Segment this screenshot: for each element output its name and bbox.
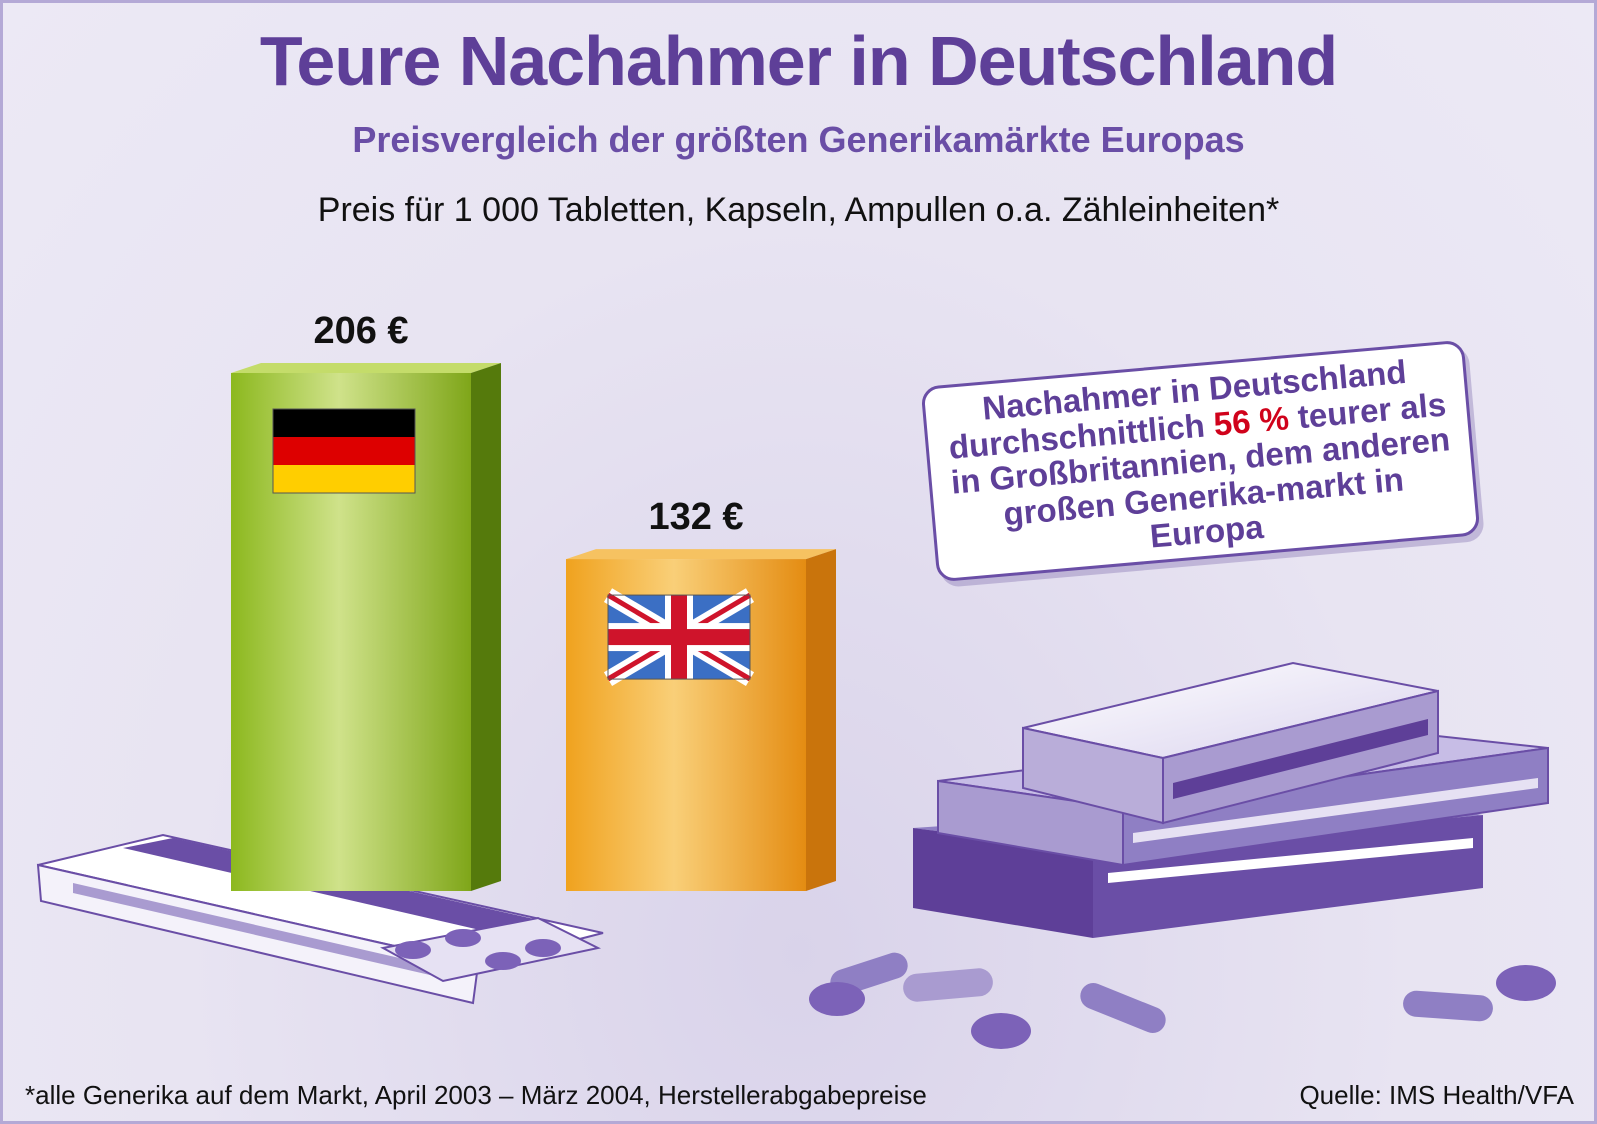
bar-deutschland: 206 € [231, 310, 501, 891]
unit-note: Preis für 1 000 Tabletten, Kapseln, Ampu… [317, 191, 1280, 229]
bar-großbritannien: 132 € [566, 496, 836, 891]
value-label: 206 € [313, 310, 408, 352]
pills-icon [809, 952, 1556, 1049]
chart-title: Teure Nachahmer in Deutschland [259, 22, 1338, 100]
bar-chart: 206 € 132 € [36, 310, 1556, 1049]
callout-text: Nachahmer in Deutschland durchschnittlic… [947, 352, 1452, 556]
value-label: 132 € [648, 496, 743, 538]
footnote: *alle Generika auf dem Markt, April 2003… [25, 1080, 927, 1110]
medicine-boxes-icon [913, 661, 1549, 938]
chart-subtitle: Preisvergleich der größten Generikamärkt… [352, 119, 1245, 160]
uk-flag-icon [603, 588, 755, 686]
germany-flag-icon [272, 408, 416, 494]
source-note: Quelle: IMS Health/VFA [1299, 1080, 1574, 1110]
